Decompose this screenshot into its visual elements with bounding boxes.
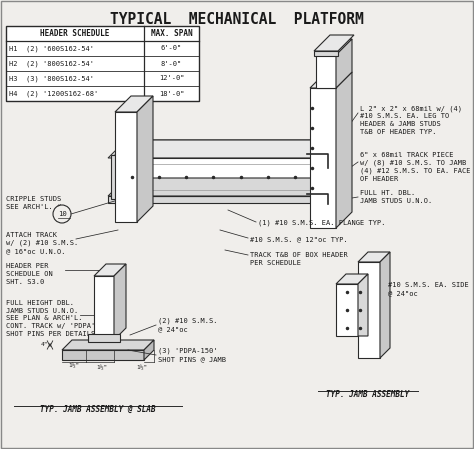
Polygon shape: [62, 350, 144, 360]
Polygon shape: [336, 72, 352, 228]
Polygon shape: [115, 96, 153, 112]
Polygon shape: [114, 264, 126, 340]
Text: TRACK T&B OF BOX HEADER
PER SCHEDULE: TRACK T&B OF BOX HEADER PER SCHEDULE: [250, 252, 348, 266]
Bar: [358, 262, 380, 358]
Text: (3) 'PDPA-150'
SHOT PINS @ JAMB: (3) 'PDPA-150' SHOT PINS @ JAMB: [158, 348, 226, 362]
Text: 4": 4": [40, 343, 48, 348]
Bar: [316, 55, 336, 88]
Polygon shape: [112, 178, 333, 196]
Text: FULL HEIGHT DBL.
JAMB STUDS U.N.O.
SEE PLAN & ARCH'L.
CONT. TRACK w/ 'PDPA'
SHOT: FULL HEIGHT DBL. JAMB STUDS U.N.O. SEE P…: [6, 300, 95, 337]
Bar: [115, 112, 137, 222]
Bar: [6, 26, 199, 101]
Text: ATTACH TRACK
w/ (2) #10 S.M.S.
@ 16"oc U.N.O.: ATTACH TRACK w/ (2) #10 S.M.S. @ 16"oc U…: [6, 232, 78, 254]
Text: H3  (3) '800S162-54': H3 (3) '800S162-54': [9, 75, 94, 82]
Polygon shape: [62, 340, 154, 350]
Bar: [310, 88, 336, 228]
Text: H4  (2) '1200S162-68': H4 (2) '1200S162-68': [9, 90, 98, 97]
Text: L 2" x 2" x 68mil w/ (4)
#10 S.M.S. EA. LEG TO
HEADER & JAMB STUDS
T&B OF HEADER: L 2" x 2" x 68mil w/ (4) #10 S.M.S. EA. …: [360, 105, 462, 135]
Text: TYP. JAMB ASSEMBLY @ SLAB: TYP. JAMB ASSEMBLY @ SLAB: [40, 405, 156, 414]
Text: (2) #10 S.M.S.
@ 24"oc: (2) #10 S.M.S. @ 24"oc: [158, 318, 218, 332]
Circle shape: [53, 205, 71, 223]
Text: #10 S.M.S. EA. SIDE
@ 24"oc: #10 S.M.S. EA. SIDE @ 24"oc: [388, 282, 469, 296]
Polygon shape: [336, 39, 352, 88]
Polygon shape: [112, 158, 315, 196]
Text: TYPICAL  MECHANICAL  PLATFORM: TYPICAL MECHANICAL PLATFORM: [110, 12, 364, 27]
Polygon shape: [316, 39, 352, 55]
Text: H1  (2) '600S162-54': H1 (2) '600S162-54': [9, 45, 94, 52]
Text: FULL HT. DBL.
JAMB STUDS U.N.O.: FULL HT. DBL. JAMB STUDS U.N.O.: [360, 190, 432, 204]
Text: 1½": 1½": [68, 364, 80, 369]
Bar: [88, 334, 120, 342]
Polygon shape: [108, 178, 337, 196]
Text: (1) #10 S.M.S. EA. FLANGE TYP.: (1) #10 S.M.S. EA. FLANGE TYP.: [258, 220, 385, 226]
Bar: [111, 155, 116, 199]
Text: HEADER SCHEDULE: HEADER SCHEDULE: [40, 29, 109, 38]
Text: 10: 10: [58, 211, 66, 217]
Polygon shape: [358, 274, 368, 336]
Polygon shape: [108, 140, 337, 158]
Polygon shape: [310, 72, 352, 88]
Polygon shape: [336, 274, 368, 284]
Polygon shape: [314, 35, 354, 51]
Bar: [336, 284, 358, 336]
Bar: [314, 51, 338, 56]
Text: TYP. JAMB ASSEMBLY: TYP. JAMB ASSEMBLY: [327, 390, 410, 399]
Text: 1½": 1½": [96, 365, 108, 370]
Polygon shape: [144, 340, 154, 360]
Text: 6'-0": 6'-0": [161, 45, 182, 52]
Bar: [94, 276, 114, 340]
Text: 8'-0": 8'-0": [161, 61, 182, 66]
Polygon shape: [94, 264, 126, 276]
Text: 1½": 1½": [137, 365, 147, 370]
Text: H2  (2) '800S162-54': H2 (2) '800S162-54': [9, 60, 94, 67]
Text: 6" x 68mil TRACK PIECE
w/ (8) #10 S.M.S. TO JAMB
(4) #12 S.M.S. TO EA. FACE
OF H: 6" x 68mil TRACK PIECE w/ (8) #10 S.M.S.…: [360, 152, 471, 182]
Polygon shape: [358, 252, 390, 262]
Polygon shape: [315, 140, 333, 196]
Text: CRIPPLE STUDS
SEE ARCH'L. #: CRIPPLE STUDS SEE ARCH'L. #: [6, 196, 61, 210]
Text: #10 S.M.S. @ 12"oc TYP.: #10 S.M.S. @ 12"oc TYP.: [250, 236, 348, 242]
Text: HEADER PER
SCHEDULE ON
SHT. S3.0: HEADER PER SCHEDULE ON SHT. S3.0: [6, 263, 53, 285]
Text: 12'-0": 12'-0": [159, 75, 184, 82]
Polygon shape: [380, 252, 390, 358]
Polygon shape: [112, 140, 333, 158]
Text: 18'-0": 18'-0": [159, 91, 184, 97]
Polygon shape: [137, 96, 153, 222]
Bar: [108, 196, 319, 203]
Text: MAX. SPAN: MAX. SPAN: [151, 29, 192, 38]
